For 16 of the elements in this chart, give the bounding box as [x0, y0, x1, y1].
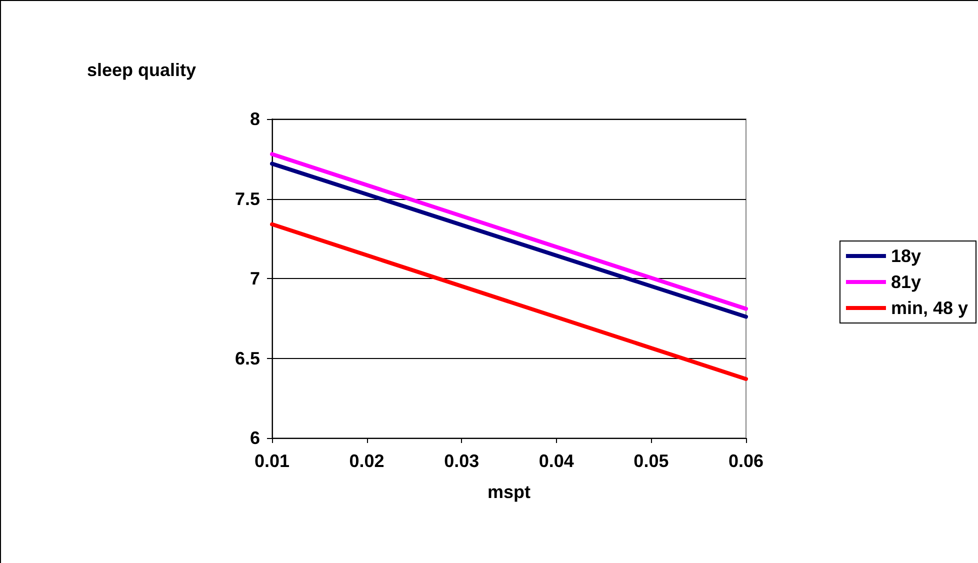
y-tick-label: 7.5	[234, 188, 260, 209]
x-tick-label: 0.03	[444, 451, 480, 471]
legend-label: 18y	[890, 246, 922, 266]
x-axis-title: mspt	[487, 482, 531, 502]
x-tick-label: 0.04	[538, 451, 574, 471]
x-tick-label: 0.02	[349, 451, 384, 471]
y-tick-label: 8	[250, 109, 260, 129]
x-tick-label: 0.06	[728, 451, 764, 471]
legend-label: min, 48 y	[890, 298, 968, 318]
y-tick-label: 6.5	[234, 348, 260, 368]
legend-label: 81y	[890, 272, 922, 292]
x-tick-label: 0.01	[254, 451, 290, 471]
y-axis-title: sleep quality	[86, 60, 196, 80]
y-tick-label: 6	[250, 428, 260, 448]
y-tick-label: 7	[250, 268, 260, 288]
x-tick-label: 0.05	[634, 451, 669, 471]
